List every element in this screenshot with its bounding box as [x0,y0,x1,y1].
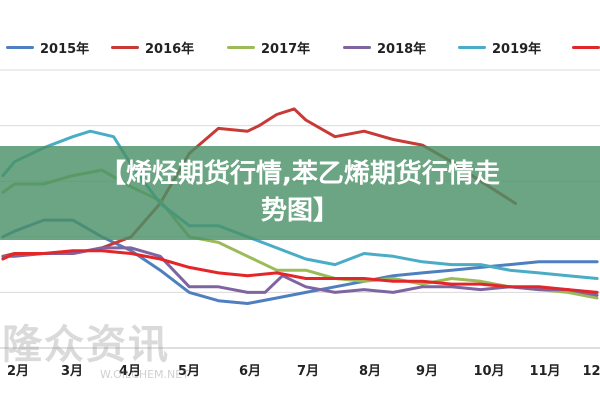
x-tick-label: 8月 [358,364,382,379]
legend-swatch-2018 [343,45,371,49]
x-tick-label: 12月 [582,364,600,379]
legend-label-2018: 2018年 [377,41,427,57]
x-tick-label: 10月 [473,364,505,379]
legend-item-2015: 2015年 [6,36,89,58]
banner-title-line-1: 【烯烃期货行情,苯乙烯期货行情走 [100,159,500,189]
x-tick-label: 7月 [296,364,320,379]
legend-swatch-2015 [6,45,34,49]
legend-label-2016: 2016年 [145,41,195,57]
x-tick-label: 11月 [529,364,561,379]
legend-item-2018: 2018年 [343,36,426,58]
watermark-logo-text: 隆众资讯 [2,322,170,368]
series-line-2019年 [1,129,599,280]
banner-title-line-2: 势图】 [260,196,339,226]
series-line-2020年 [1,249,599,294]
legend: 2015年 2016年 2017年 2018年 2019年 [0,36,600,58]
legend-swatch-2016 [111,45,139,49]
legend-item-2020 [572,36,600,58]
legend-label-2019: 2019年 [492,41,542,57]
banner-title: 【烯烃期货行情,苯乙烯期货行情走 势图】 [0,156,600,230]
legend-item-2019: 2019年 [458,36,541,58]
x-tick-label: 3月 [60,364,84,379]
x-tick-label: 6月 [238,364,262,379]
title-banner: 【烯烃期货行情,苯乙烯期货行情走 势图】 [0,146,600,240]
legend-label-2015: 2015年 [40,41,90,57]
legend-item-2017: 2017年 [227,36,310,58]
legend-swatch-2017 [227,45,255,49]
legend-swatch-2020 [572,45,600,49]
legend-swatch-2019 [458,45,486,49]
x-tick-label: 4月 [118,364,142,379]
legend-label-2017: 2017年 [261,41,311,57]
watermark-url: W.OILCHEM.NET [100,368,189,381]
x-tick-label: 9月 [415,364,439,379]
legend-item-2016: 2016年 [111,36,194,58]
x-tick-label: 2月 [6,364,30,379]
x-tick-label: 5月 [177,364,201,379]
